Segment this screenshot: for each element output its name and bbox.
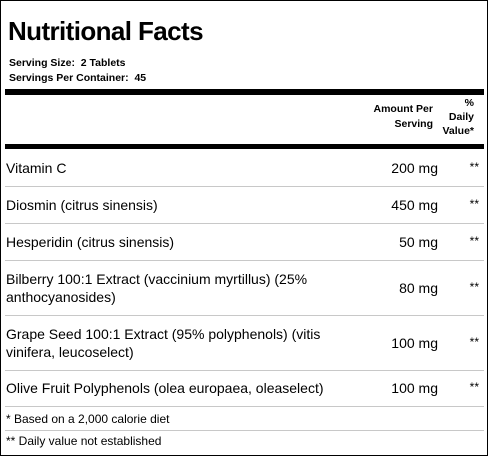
footnote-daily-value: ** Daily value not established xyxy=(6,434,162,448)
daily-value-header: % Daily Value* xyxy=(434,96,474,138)
nutrient-row: Olive Fruit Polyphenols (olea europaea, … xyxy=(5,371,484,407)
dv-header-line1: % xyxy=(464,97,474,109)
thick-divider-header xyxy=(5,144,484,149)
thick-divider-top xyxy=(5,89,484,95)
nutrient-amount: 80 mg xyxy=(399,280,438,296)
nutrient-row: Diosmin (citrus sinensis) 450 mg ** xyxy=(5,187,484,224)
nutrient-name: Olive Fruit Polyphenols (olea europaea, … xyxy=(6,380,324,396)
nutrient-row: Hesperidin (citrus sinensis) 50 mg ** xyxy=(5,224,484,261)
nutrient-daily-value: ** xyxy=(469,335,479,349)
footnote-calorie-diet: * Based on a 2,000 calorie diet xyxy=(6,412,170,426)
nutrient-amount: 100 mg xyxy=(391,335,438,351)
nutrient-name: Vitamin C xyxy=(6,160,67,176)
dv-header-line3: Value* xyxy=(442,125,474,137)
panel-title: Nutritional Facts xyxy=(8,16,204,46)
nutrient-amount: 100 mg xyxy=(391,380,438,396)
nutrient-daily-value: ** xyxy=(469,280,479,294)
nutrient-daily-value: ** xyxy=(469,160,479,174)
amount-header-line1: Amount Per xyxy=(373,103,433,115)
footnote-row: ** Daily value not established xyxy=(5,431,484,454)
nutrient-name: Diosmin (citrus sinensis) xyxy=(6,197,158,213)
nutrient-amount: 450 mg xyxy=(391,197,438,213)
nutrient-row: Bilberry 100:1 Extract (vaccinium myrtil… xyxy=(5,261,484,316)
amount-per-serving-header: Amount Per Serving xyxy=(353,102,433,132)
nutrient-amount: 50 mg xyxy=(399,234,438,250)
dv-header-line2: Daily xyxy=(448,111,474,123)
nutrient-name: Hesperidin (citrus sinensis) xyxy=(6,234,175,250)
nutrient-amount: 200 mg xyxy=(391,160,438,176)
nutrient-row: Vitamin C 200 mg ** xyxy=(5,149,484,187)
nutrient-name: Bilberry 100:1 Extract (vaccinium myrtil… xyxy=(6,271,308,305)
footnote-row: * Based on a 2,000 calorie diet xyxy=(5,407,484,431)
nutrient-name: Grape Seed 100:1 Extract (95% polyphenol… xyxy=(6,326,321,360)
amount-header-line2: Serving xyxy=(394,118,433,130)
serving-size: Serving Size: 2 Tablets xyxy=(9,57,126,69)
nutrient-row: Grape Seed 100:1 Extract (95% polyphenol… xyxy=(5,316,484,371)
nutrient-daily-value: ** xyxy=(469,197,479,211)
nutrient-daily-value: ** xyxy=(469,380,479,394)
nutrient-daily-value: ** xyxy=(469,234,479,248)
servings-per-container: Servings Per Container: 45 xyxy=(9,72,147,84)
